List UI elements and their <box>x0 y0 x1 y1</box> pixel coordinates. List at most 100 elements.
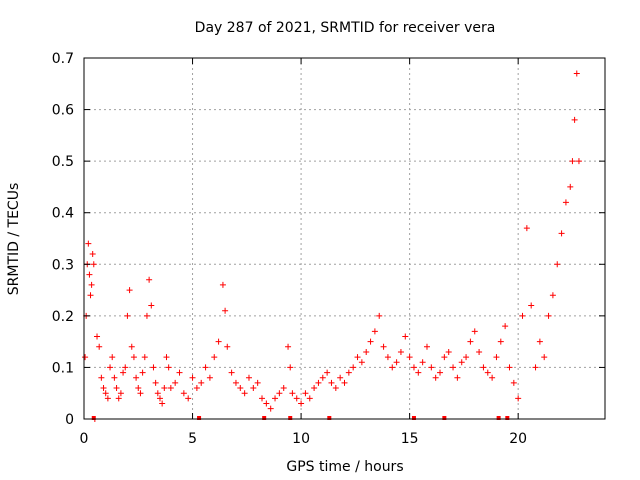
data-point <box>541 354 548 361</box>
data-point <box>122 364 129 371</box>
y-tick-label: 0.6 <box>52 103 74 119</box>
data-point <box>254 379 261 386</box>
data-point <box>380 343 387 350</box>
y-tick-label: 0.1 <box>52 360 74 376</box>
data-point <box>133 374 140 381</box>
data-point <box>224 343 231 350</box>
data-point <box>250 385 257 392</box>
data-point <box>120 369 127 376</box>
data-point <box>130 354 137 361</box>
data-point <box>148 302 155 309</box>
data-point <box>293 395 300 402</box>
y-tick-label: 0 <box>65 412 74 428</box>
grid-lines <box>84 58 605 419</box>
data-point <box>159 400 166 407</box>
data-point <box>215 338 222 345</box>
data-point <box>467 338 474 345</box>
data-point <box>441 354 448 361</box>
data-point <box>90 261 97 268</box>
data-point <box>141 354 148 361</box>
y-tick-label: 0.5 <box>52 154 74 170</box>
zero-marker <box>197 416 202 420</box>
data-point <box>302 390 309 397</box>
data-point <box>341 379 348 386</box>
data-point <box>82 354 89 361</box>
data-point <box>454 374 461 381</box>
data-point <box>89 250 96 257</box>
data-point <box>222 307 229 314</box>
data-point <box>287 364 294 371</box>
data-point <box>189 374 196 381</box>
data-point <box>450 364 457 371</box>
data-point <box>515 395 522 402</box>
data-point <box>510 379 517 386</box>
data-point <box>98 374 105 381</box>
data-point <box>549 292 556 299</box>
data-point <box>384 354 391 361</box>
data-point <box>502 323 509 330</box>
data-point <box>354 354 361 361</box>
data-point <box>445 348 452 355</box>
data-point <box>402 333 409 340</box>
data-point <box>428 364 435 371</box>
data-point <box>497 338 504 345</box>
data-point <box>198 379 205 386</box>
data-point <box>150 364 157 371</box>
data-points <box>82 70 582 422</box>
data-point <box>306 395 313 402</box>
data-point <box>152 379 159 386</box>
data-point <box>410 364 417 371</box>
data-point <box>126 287 133 294</box>
data-point <box>137 390 144 397</box>
zero-marker <box>505 416 510 420</box>
data-point <box>506 364 513 371</box>
data-point <box>100 385 107 392</box>
data-point <box>458 359 465 366</box>
data-point <box>124 312 131 319</box>
zero-marker <box>262 416 267 420</box>
data-point <box>573 70 580 77</box>
data-point <box>85 240 92 247</box>
data-point <box>102 390 109 397</box>
data-point <box>471 328 478 335</box>
data-point <box>371 328 378 335</box>
data-point <box>128 343 135 350</box>
data-point <box>476 348 483 355</box>
data-point <box>241 390 248 397</box>
data-point <box>315 379 322 386</box>
data-point <box>345 369 352 376</box>
data-point <box>154 390 161 397</box>
data-point <box>139 369 146 376</box>
data-point <box>267 405 274 412</box>
data-point <box>367 338 374 345</box>
data-point <box>423 343 430 350</box>
y-tick-label: 0.4 <box>52 206 74 222</box>
data-point <box>211 354 218 361</box>
data-point <box>163 354 170 361</box>
data-point <box>232 379 239 386</box>
data-point <box>167 385 174 392</box>
x-tick-label: 10 <box>292 431 310 447</box>
axis-ticks: 0 5 10 15 20 0 0.1 0.2 0.3 0.4 0.5 0.6 0.7 <box>52 51 605 447</box>
data-point <box>193 385 200 392</box>
data-point <box>115 395 122 402</box>
data-point <box>228 369 235 376</box>
data-point <box>259 395 266 402</box>
data-point <box>185 395 192 402</box>
data-point <box>113 385 120 392</box>
data-point <box>146 276 153 283</box>
data-point <box>180 390 187 397</box>
data-point <box>172 379 179 386</box>
data-point <box>117 390 124 397</box>
data-point <box>432 374 439 381</box>
data-point <box>88 281 95 288</box>
data-point <box>562 199 569 206</box>
data-point <box>397 348 404 355</box>
data-point <box>558 230 565 237</box>
x-tick-label: 5 <box>188 431 197 447</box>
data-point <box>554 261 561 268</box>
data-point <box>484 369 491 376</box>
data-point <box>358 359 365 366</box>
data-point <box>311 385 318 392</box>
